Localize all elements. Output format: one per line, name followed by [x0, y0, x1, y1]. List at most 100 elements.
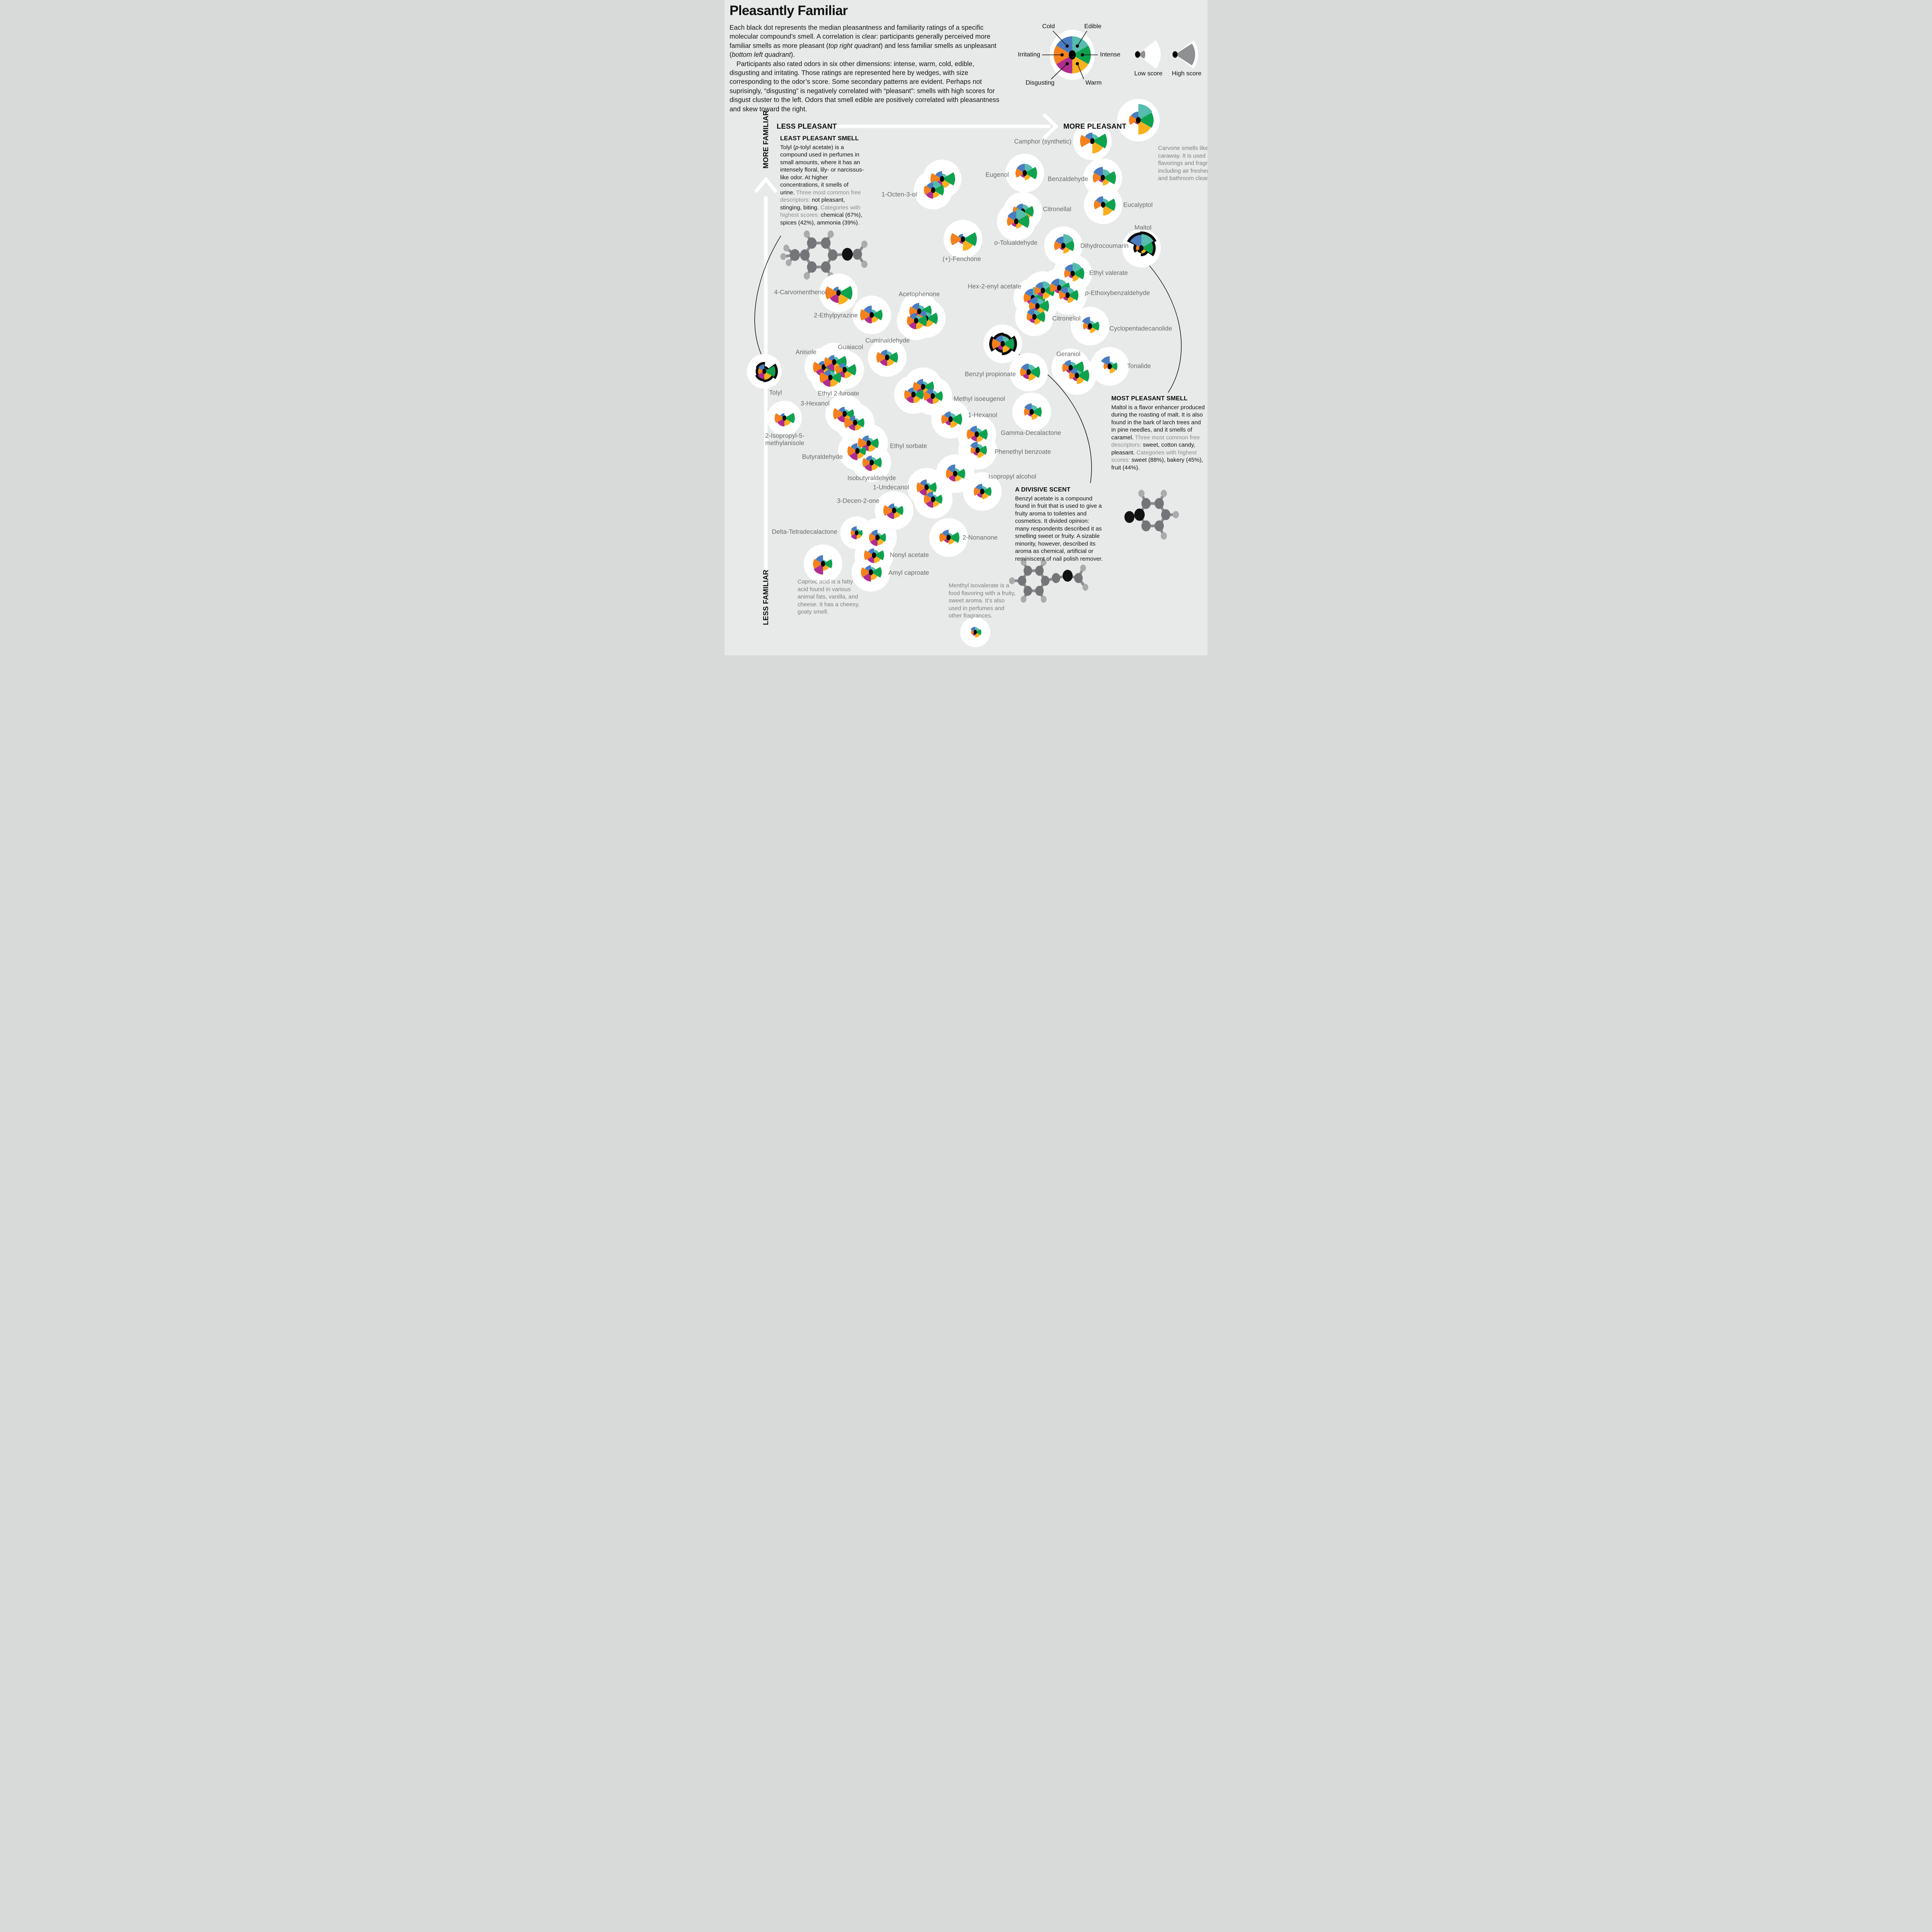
- compound-glyph-gamma-decalactone: [1024, 403, 1042, 420]
- text-segment: Categories with highest scores:: [1111, 449, 1197, 464]
- intro-paragraphs: Each black dot represents the median ple…: [730, 23, 1005, 114]
- text-segment: -tolyl acetate) is a compound used in pe…: [780, 144, 864, 196]
- legend-label-disgusting: Disgusting: [1026, 80, 1054, 86]
- compound-glyph-phenethyl-benzoate: [970, 441, 987, 458]
- intro-paragraph-2: Participants also rated odors in six oth…: [730, 60, 1005, 114]
- infographic-page: Pleasantly Familiar Each black dot repre…: [724, 0, 1208, 655]
- compound-glyph-maltol: [1127, 231, 1156, 257]
- y-axis-arrowhead-icon: [754, 176, 778, 193]
- legend-label-intense: Intense: [1100, 51, 1121, 58]
- high-score-icon: [1172, 40, 1198, 69]
- compound-label-geraniol: Geraniol: [1056, 350, 1081, 358]
- annotation-carvone: Carvone smells like mint or caraway. It …: [1158, 145, 1208, 182]
- annotation-heading-divisive: A DIVISIVE SCENT: [1015, 486, 1071, 493]
- compound-label-cuminaldehyde: Cuminaldehyde: [865, 337, 910, 344]
- compound-label-3-hexanol: 3-Hexanol: [800, 400, 830, 407]
- compound-glyph-dihydrocoumarin: [1054, 234, 1074, 253]
- compound-glyph-carvone: [1129, 104, 1154, 135]
- text-segment: Each black dot represents the median ple…: [730, 24, 991, 49]
- text-segment: Carvone smells like mint or caraway. It …: [1158, 145, 1208, 182]
- connector-line-tolyl: [754, 235, 781, 359]
- compound-glyph-benzyl-acetate: [989, 332, 1017, 355]
- compound-label-anisole: Anisole: [795, 349, 817, 356]
- compound-label-ethyl-valerate: Ethyl valerate: [1089, 269, 1128, 277]
- text-segment: top right quadrant: [828, 41, 881, 49]
- compound-label-butyraldehyde: Butyraldehyde: [802, 453, 843, 461]
- compound-label-2-nonanone: 2-Nonanone: [963, 534, 998, 541]
- compound-glyph-camphor-synthetic-: [1080, 132, 1107, 153]
- compound-label-p-ethoxybenzaldehyde: p-Ethoxybenzaldehyde: [1085, 289, 1150, 297]
- x-axis-label-left: LESS PLEASANT: [777, 122, 837, 130]
- compound-glyph: [973, 484, 992, 499]
- compound-label-phenethyl-benzoate: Phenethyl benzoate: [995, 448, 1051, 456]
- text-segment: Caproic acid is a fatty acid found in va…: [798, 578, 860, 615]
- compound-glyph-nonyl-acetate: [864, 548, 884, 563]
- compound-glyphs: [755, 104, 1156, 638]
- text-segment: Three most common free descriptors:: [780, 189, 861, 204]
- compound-glyph-caproic-acid: [813, 555, 833, 575]
- compound-label-cyclopentadecanolide: Cyclopentadecanolide: [1109, 325, 1172, 332]
- compound-glyph-tonalide: [1101, 356, 1117, 373]
- text-segment: ).: [791, 51, 795, 59]
- compound-glyph-ethyl-sorbate: [858, 435, 879, 452]
- compound-glyph-cyclopentadecanolide: [1082, 316, 1100, 333]
- compound-glyph-1-hexanol: [967, 425, 988, 442]
- compound-glyph-4-carvomenthenol: [825, 286, 853, 304]
- connector-line-maltol: [1144, 259, 1182, 393]
- compound-label-2-isopropyl-5-methylanisole: 2-Isopropyl-5-methylanisole: [765, 432, 804, 447]
- compound-glyph: [913, 379, 934, 396]
- text-segment: chemical (67%), spices (42%), ammonia (3…: [780, 212, 862, 226]
- y-axis-label-top: MORE FAMILIAR: [762, 110, 770, 169]
- compound-glyph-3-hexanol-b-: [844, 416, 865, 430]
- text-segment: sweet, cotton candy, pleasant.: [1111, 442, 1196, 456]
- compound-glyph-benzaldehyde: [1093, 167, 1116, 185]
- compound-label-dihydrocoumarin: Dihydrocoumarin: [1080, 242, 1129, 250]
- benzyl-acetate-structure: [1009, 559, 1088, 603]
- compound-glyph-methyl-isoeugenol: [941, 412, 963, 428]
- compound-glyph-1-undecanol: [917, 480, 937, 496]
- compound-label-eugenol: Eugenol: [985, 171, 1009, 179]
- compound-glyph-2-nonanone: [939, 530, 959, 544]
- compound-glyph-cuminaldehyde: [876, 350, 898, 366]
- text-segment: Three most common free descriptors:: [1111, 434, 1200, 449]
- compound-label-citronellol: Citronellol: [1052, 315, 1081, 322]
- intro-paragraph-1: Each black dot represents the median ple…: [730, 23, 1005, 60]
- compound-glyph-delta-tetradecalactone: [850, 526, 863, 539]
- maltol-structure: [1124, 490, 1179, 540]
- compound-label-tonalide: Tonalide: [1127, 362, 1151, 370]
- legend-label-high-score: High score: [1172, 70, 1202, 77]
- legend-label-cold: Cold: [1042, 23, 1055, 30]
- text-segment: Categories with highest scores:: [780, 204, 861, 219]
- compound-label-gamma-decalactone: Gamma-Decalactone: [1001, 429, 1061, 437]
- compound-glyph-guaiacol-b-: [835, 362, 857, 379]
- compound-glyph-isopropyl-alcohol: [946, 464, 965, 481]
- compound-label-1-undecanol: 1-Undecanol: [873, 484, 909, 491]
- compound-glyph-eucalyptol: [1094, 196, 1116, 216]
- compound-label-guaiacol: Guaiacol: [838, 344, 863, 351]
- compound-glyph-1-octen-3-ol-b-: [923, 181, 944, 199]
- legend-graphics: [1042, 30, 1198, 80]
- molecule-structures: [780, 230, 1179, 603]
- compound-label-benzaldehyde: Benzaldehyde: [1048, 175, 1088, 183]
- compound-glyph-2-ethylpyrazine: [860, 306, 883, 324]
- legend-label-warm: Warm: [1085, 80, 1102, 86]
- compound-label-1-hexanol: 1-Hexanol: [968, 412, 997, 419]
- text-segment: sweet (88%), bakery (45%), fruit (44%).: [1111, 457, 1203, 471]
- compound-glyph-2-isopropyl-5-methylanisole: [774, 413, 795, 427]
- compound-label-o-tolualdehyde: o-Tolualdehyde: [994, 239, 1037, 247]
- annotation-most_pleasant: MOST PLEASANT SMELL Maltol is a flavor en…: [1111, 395, 1205, 471]
- text-segment: Tolyl (: [780, 144, 796, 151]
- compound-glyph-benzyl-propionate: [1020, 364, 1041, 381]
- compound-label-eucalyptol: Eucalyptol: [1123, 201, 1153, 209]
- legend-label-edible: Edible: [1084, 23, 1102, 30]
- compound-label-ethyl-2-furoate: Ethyl 2-furoate: [818, 390, 859, 397]
- compound-glyph-ethyl-2-furoate: [820, 370, 841, 387]
- compound-glyph-hex-2-enyl-acetate-b-: [1034, 281, 1055, 299]
- text-segment: Participants also rated odors in six oth…: [730, 60, 1000, 113]
- compound-glyph-amyl-caproate: [861, 565, 882, 582]
- compound-label-citronellal: Citronellal: [1043, 206, 1071, 213]
- compound-glyph--fenchone: [951, 232, 977, 251]
- compound-label-hex-2-enyl-acetate: Hex-2-enyl acetate: [968, 283, 1022, 290]
- annotation-least_pleasant: LEAST PLEASANT SMELL Tolyl (p-tolyl aceta…: [780, 135, 864, 226]
- compound-label-methyl-isoeugenol: Methyl isoeugenol: [954, 395, 1005, 403]
